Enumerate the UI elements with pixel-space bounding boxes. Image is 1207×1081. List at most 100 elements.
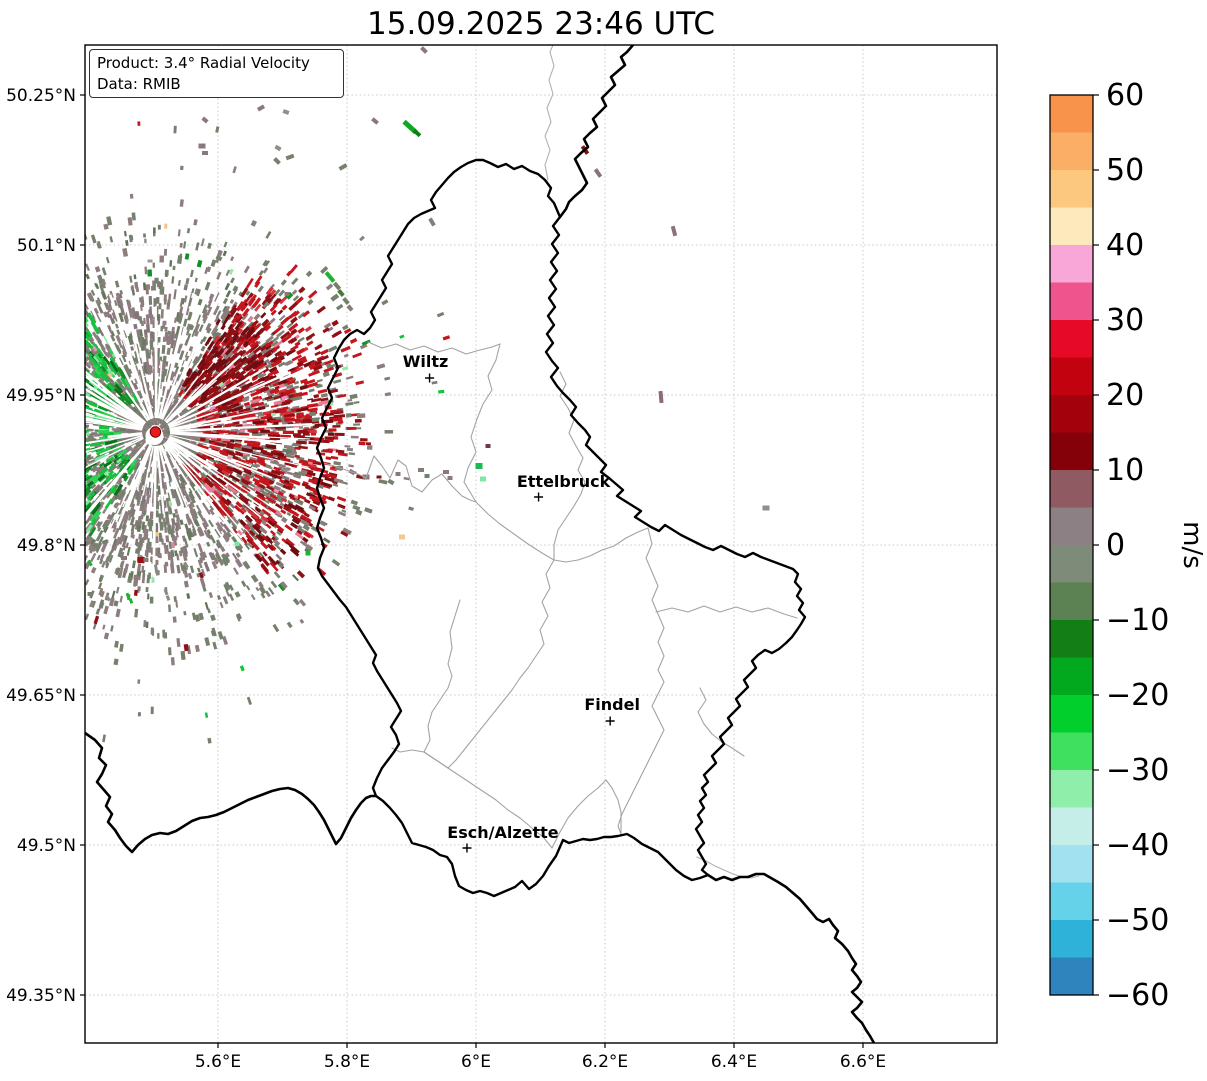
velocity-cell bbox=[42, 503, 53, 512]
velocity-cell bbox=[179, 366, 185, 373]
velocity-cell bbox=[348, 464, 354, 468]
velocity-cell bbox=[241, 395, 250, 401]
velocity-cell bbox=[275, 496, 284, 504]
velocity-cell bbox=[62, 507, 70, 514]
velocity-cell bbox=[181, 546, 187, 557]
velocity-cell bbox=[205, 541, 211, 547]
velocity-cell bbox=[175, 498, 181, 507]
velocity-cell bbox=[166, 347, 171, 356]
velocity-cell bbox=[56, 470, 66, 476]
velocity-cell bbox=[271, 340, 279, 347]
velocity-cell bbox=[188, 531, 194, 538]
velocity-cell bbox=[102, 508, 107, 514]
velocity-cell bbox=[118, 464, 125, 470]
velocity-cell bbox=[3, 437, 8, 440]
velocity-cell bbox=[217, 477, 227, 486]
velocity-cell bbox=[59, 509, 68, 517]
velocity-cell bbox=[67, 487, 77, 495]
velocity-cell bbox=[39, 431, 46, 434]
velocity-cell bbox=[75, 409, 82, 413]
velocity-cell bbox=[25, 455, 35, 459]
velocity-cell bbox=[346, 447, 354, 452]
velocity-cell bbox=[238, 493, 250, 503]
velocity-cell bbox=[68, 415, 76, 419]
velocity-cell bbox=[223, 241, 228, 248]
velocity-cell bbox=[140, 320, 145, 327]
velocity-cell bbox=[73, 350, 79, 356]
velocity-cell bbox=[216, 271, 222, 280]
velocity-cell bbox=[174, 522, 179, 532]
velocity-cell bbox=[188, 440, 194, 445]
velocity-cell bbox=[1, 358, 6, 362]
velocity-cell bbox=[56, 506, 64, 513]
velocity-cell bbox=[26, 468, 36, 473]
velocity-cell bbox=[132, 449, 141, 458]
velocity-cell bbox=[169, 488, 176, 499]
velocity-cell bbox=[176, 385, 181, 392]
velocity-cell bbox=[36, 454, 45, 459]
velocity-cell bbox=[11, 462, 18, 466]
velocity-cell bbox=[53, 484, 66, 493]
velocity-cell bbox=[0, 431, 7, 434]
velocity-cell bbox=[48, 458, 57, 463]
velocity-cell bbox=[63, 315, 70, 323]
velocity-cell bbox=[352, 352, 363, 359]
velocity-field bbox=[0, 46, 770, 744]
velocity-cell bbox=[242, 420, 247, 424]
velocity-cell bbox=[63, 490, 70, 496]
velocity-cell bbox=[215, 521, 224, 532]
velocity-cell bbox=[62, 440, 67, 444]
velocity-cell bbox=[71, 343, 79, 351]
velocity-cell bbox=[14, 444, 26, 448]
velocity-cell bbox=[344, 445, 351, 448]
velocity-cell bbox=[271, 380, 279, 385]
velocity-cell bbox=[38, 438, 46, 441]
velocity-cell bbox=[68, 318, 73, 324]
velocity-cell bbox=[264, 590, 271, 598]
velocity-cell bbox=[19, 481, 24, 485]
velocity-cell bbox=[76, 304, 83, 312]
velocity-cell bbox=[16, 287, 23, 294]
velocity-cell bbox=[239, 519, 247, 527]
velocity-cell bbox=[163, 542, 167, 548]
velocity-cell bbox=[54, 327, 60, 333]
velocity-cell bbox=[40, 337, 47, 344]
velocity-cell bbox=[51, 441, 60, 445]
velocity-cell bbox=[282, 448, 292, 454]
velocity-cell bbox=[119, 299, 124, 307]
velocity-cell bbox=[289, 264, 298, 274]
velocity-cell bbox=[51, 373, 60, 380]
velocity-cell bbox=[172, 265, 176, 271]
velocity-cell bbox=[59, 412, 65, 416]
velocity-cell bbox=[53, 460, 63, 465]
velocity-cell bbox=[97, 527, 102, 532]
velocity-cell bbox=[79, 429, 83, 432]
velocity-cell bbox=[85, 401, 86, 408]
velocity-cell bbox=[77, 433, 84, 435]
velocity-cell bbox=[197, 298, 203, 306]
velocity-cell bbox=[4, 433, 10, 435]
velocity-cell bbox=[258, 372, 267, 379]
velocity-cell bbox=[64, 503, 70, 509]
velocity-cell bbox=[246, 523, 255, 532]
velocity-cell bbox=[90, 552, 97, 563]
velocity-cell bbox=[188, 312, 193, 320]
velocity-cell bbox=[170, 372, 175, 380]
velocity-cell bbox=[16, 493, 23, 498]
velocity-cell bbox=[226, 487, 232, 493]
velocity-cell bbox=[300, 311, 305, 317]
velocity-cell bbox=[58, 363, 63, 368]
velocity-cell bbox=[69, 411, 77, 415]
velocity-cell bbox=[113, 342, 120, 351]
velocity-cell bbox=[298, 336, 305, 342]
velocity-cell bbox=[212, 333, 218, 339]
velocity-cell bbox=[247, 497, 253, 503]
velocity-cell bbox=[241, 478, 250, 486]
velocity-cell bbox=[85, 323, 90, 333]
velocity-cell bbox=[16, 472, 22, 476]
velocity-cell bbox=[77, 479, 83, 485]
velocity-cell bbox=[94, 516, 101, 524]
velocity-cell bbox=[50, 483, 63, 492]
velocity-cell bbox=[225, 590, 231, 597]
velocity-cell bbox=[74, 352, 82, 360]
